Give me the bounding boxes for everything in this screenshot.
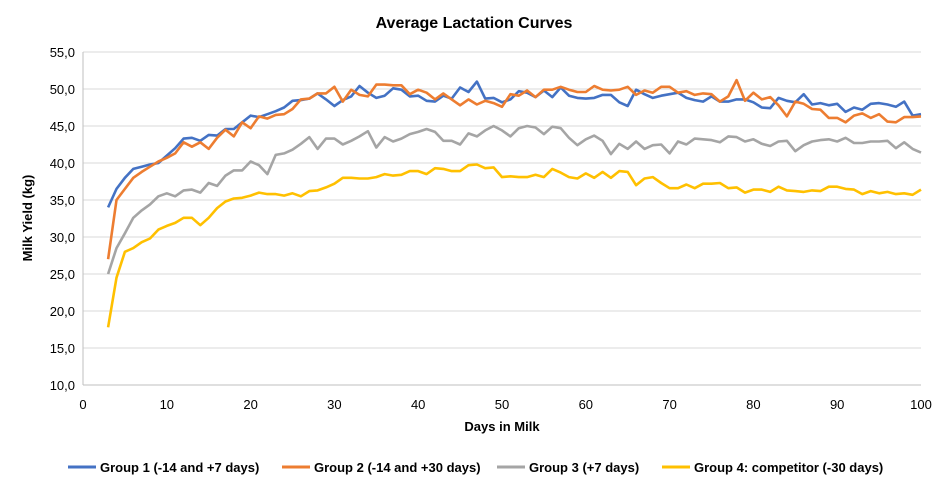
y-tick-label: 25,0	[50, 267, 75, 282]
y-tick-label: 15,0	[50, 341, 75, 356]
y-tick-label: 20,0	[50, 304, 75, 319]
series-line-group-4	[106, 163, 922, 328]
y-tick-label: 45,0	[50, 119, 75, 134]
x-tick-label: 0	[79, 397, 86, 412]
x-tick-label: 10	[160, 397, 174, 412]
legend-label-group-4: Group 4: competitor (-30 days)	[694, 460, 883, 475]
x-tick-label: 40	[411, 397, 425, 412]
x-tick-label: 50	[495, 397, 509, 412]
x-tick-label: 90	[830, 397, 844, 412]
x-tick-label: 80	[746, 397, 760, 412]
y-tick-label: 50,0	[50, 82, 75, 97]
x-tick-label: 100	[910, 397, 932, 412]
series-line-group-2	[106, 78, 922, 260]
legend-label-group-2: Group 2 (-14 and +30 days)	[314, 460, 481, 475]
x-tick-label: 70	[662, 397, 676, 412]
x-axis-label: Days in Milk	[464, 419, 540, 434]
x-tick-label: 30	[327, 397, 341, 412]
y-tick-label: 10,0	[50, 378, 75, 393]
legend-label-group-3: Group 3 (+7 days)	[529, 460, 639, 475]
y-tick-label: 30,0	[50, 230, 75, 245]
y-tick-label: 55,0	[50, 45, 75, 60]
y-tick-label: 40,0	[50, 156, 75, 171]
y-tick-label: 35,0	[50, 193, 75, 208]
series-line-group-1	[106, 80, 922, 208]
x-tick-label: 20	[243, 397, 257, 412]
chart-title: Average Lactation Curves	[376, 15, 573, 32]
series-line-group-3	[106, 124, 922, 275]
legend-label-group-1: Group 1 (-14 and +7 days)	[100, 460, 259, 475]
x-tick-label: 60	[579, 397, 593, 412]
y-axis-label: Milk Yield (kg)	[20, 175, 35, 262]
